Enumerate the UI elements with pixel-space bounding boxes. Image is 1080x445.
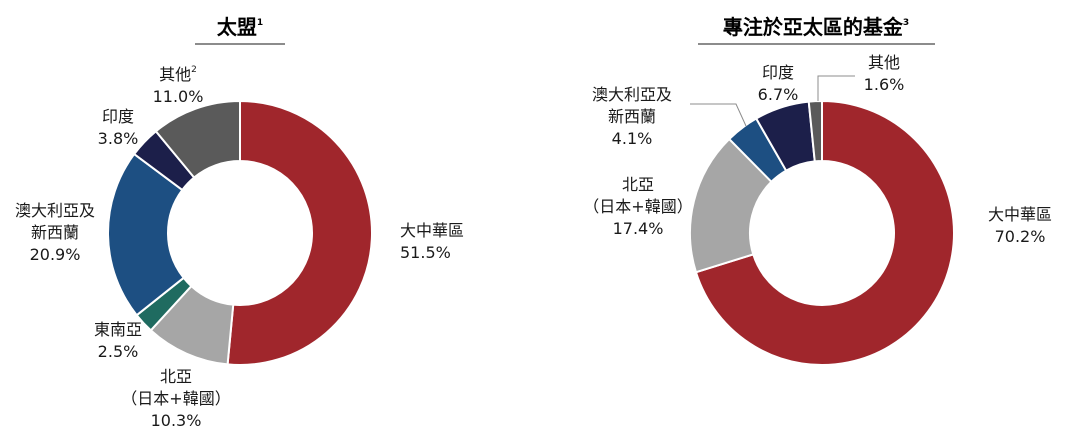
chart2-label-1: 北亞（日本+韓國） 17.4% <box>583 175 692 238</box>
chart1-slice-5 <box>154 99 241 179</box>
chart1-label-0: 大中華區 51.5% <box>400 221 464 262</box>
chart1-labels: 大中華區 51.5% 北亞（日本+韓國） 10.3% 東南亞 2.5% 澳大利亞及新西蘭 20… <box>15 65 464 430</box>
chart2-label-2: 澳大利亞及新西蘭 4.1% <box>592 85 672 148</box>
chart1-label-3: 澳大利亞及新西蘭 20.9% <box>15 201 95 264</box>
chart1-slice-3 <box>107 152 186 317</box>
svg-text:太盟1: 太盟1 <box>217 15 263 39</box>
chart1-label-1: 北亞（日本+韓國） 10.3% <box>121 367 230 430</box>
chart2-labels: 大中華區 70.2% 北亞（日本+韓國） 17.4% 澳大利亞及新西蘭 4.1% 印度 6.7… <box>583 53 1052 246</box>
chart2-slice-4 <box>807 99 823 163</box>
chart1-title-sup: 1 <box>257 18 263 28</box>
chart2-label-4: 其他 1.6% <box>864 53 905 94</box>
chart2-label-3: 印度 6.7% <box>758 63 799 104</box>
chart1-label-4: 印度 3.8% <box>98 107 139 148</box>
chart1-title: 太盟1 <box>195 15 285 45</box>
chart1-label-5: 其他2 11.0% <box>153 65 204 106</box>
chart2-donut <box>689 99 955 366</box>
svg-text:專注於亞太區的基金3: 專注於亞太區的基金3 <box>723 15 909 39</box>
chart1-donut <box>107 99 373 366</box>
chart1-label-2: 東南亞 2.5% <box>94 320 142 361</box>
chart2-leader-line <box>817 75 855 101</box>
chart2-label-0: 大中華區 70.2% <box>988 205 1052 246</box>
chart2-title-sup: 3 <box>903 18 909 28</box>
chart2-title-text: 專注於亞太區的基金 <box>723 15 904 39</box>
chart1-slice-0 <box>226 99 373 366</box>
chart2-title: 專注於亞太區的基金3 <box>698 15 935 45</box>
chart2-slice-0 <box>694 99 955 366</box>
chart1-title-text: 太盟 <box>217 15 257 39</box>
chart2-leader-line <box>690 103 747 127</box>
